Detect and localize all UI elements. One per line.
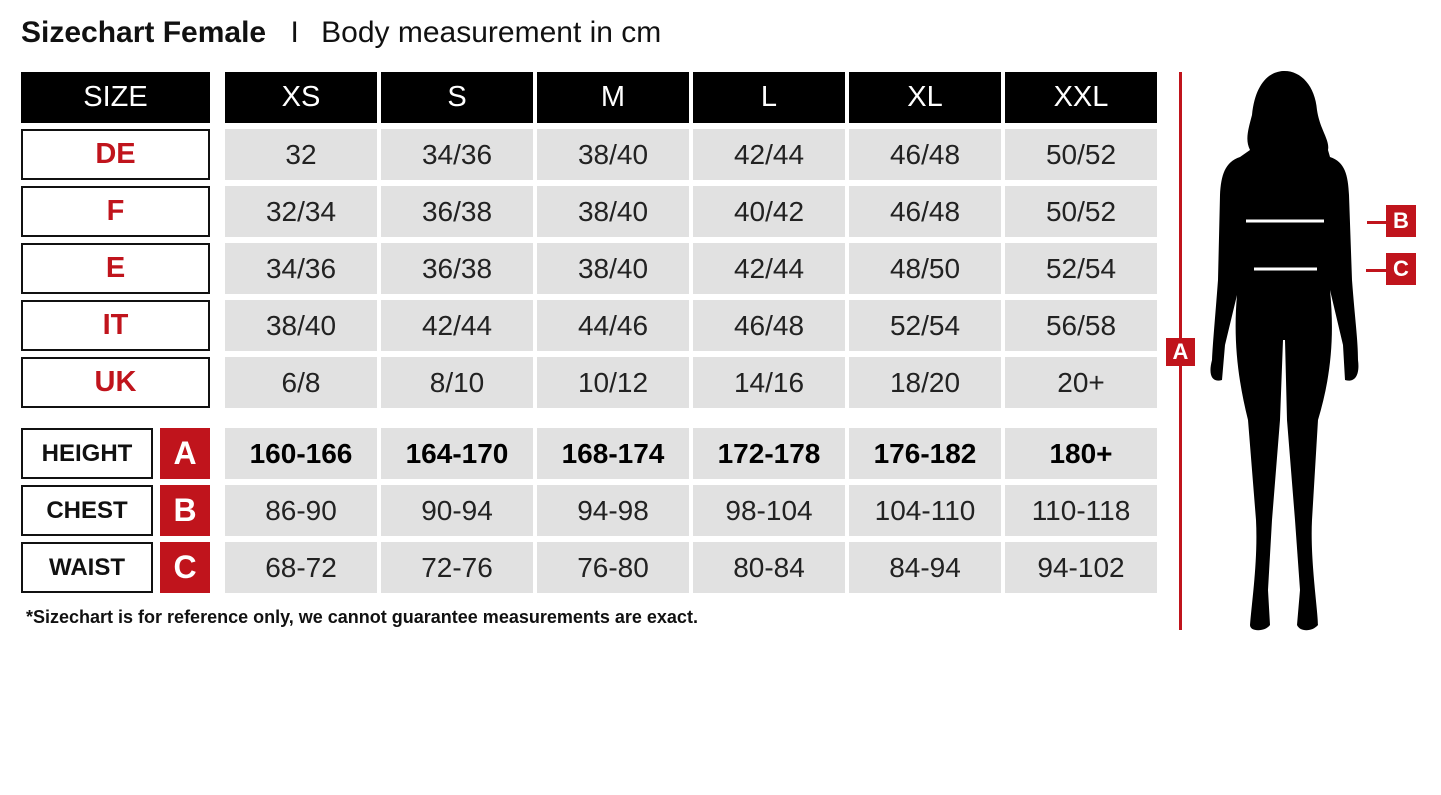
size-column-header: S [381, 72, 533, 123]
measurement-label: HEIGHT [21, 428, 153, 479]
size-cell: 6/8 [225, 357, 377, 408]
title-subtitle: Body measurement in cm [321, 16, 662, 49]
size-cell: 18/20 [849, 357, 1001, 408]
size-cell: 56/58 [1005, 300, 1157, 351]
size-cell: 20+ [1005, 357, 1157, 408]
size-column-header: XL [849, 72, 1001, 123]
measurement-cell: 80-84 [693, 542, 845, 593]
footnote: *Sizechart is for reference only, we can… [26, 607, 698, 627]
measurement-cell: 180+ [1005, 428, 1157, 479]
size-header: SIZE [21, 72, 210, 123]
measurement-cell: 76-80 [537, 542, 689, 593]
size-cell: 10/12 [537, 357, 689, 408]
size-cell: 46/48 [849, 129, 1001, 180]
silhouette-body [1210, 70, 1359, 631]
measurement-cell: 72-76 [381, 542, 533, 593]
country-label: F [21, 186, 210, 237]
country-label: E [21, 243, 210, 294]
measurement-label: CHEST [21, 485, 153, 536]
size-cell: 40/42 [693, 186, 845, 237]
size-cell: 14/16 [693, 357, 845, 408]
title-bold: Sizechart Female [21, 16, 267, 49]
measurement-cell: 94-98 [537, 485, 689, 536]
measurement-cell: 164-170 [381, 428, 533, 479]
measurement-cell: 84-94 [849, 542, 1001, 593]
measurement-letter-badge: A [160, 428, 210, 479]
country-label: DE [21, 129, 210, 180]
size-cell: 44/46 [537, 300, 689, 351]
height-line-top [1179, 72, 1182, 338]
size-cell: 42/44 [693, 243, 845, 294]
size-cell: 50/52 [1005, 186, 1157, 237]
measurement-cell: 168-174 [537, 428, 689, 479]
measurement-cell: 68-72 [225, 542, 377, 593]
measurement-cell: 176-182 [849, 428, 1001, 479]
measurement-cell: 110-118 [1005, 485, 1157, 536]
size-column-header: XXL [1005, 72, 1157, 123]
size-cell: 52/54 [1005, 243, 1157, 294]
measurement-letter-badge: C [160, 542, 210, 593]
size-cell: 32 [225, 129, 377, 180]
height-tag: A [1166, 338, 1195, 366]
measurement-cell: 90-94 [381, 485, 533, 536]
size-cell: 42/44 [381, 300, 533, 351]
country-label: UK [21, 357, 210, 408]
size-cell: 46/48 [849, 186, 1001, 237]
size-column-header: L [693, 72, 845, 123]
size-column-header: M [537, 72, 689, 123]
measurement-cell: 98-104 [693, 485, 845, 536]
measurement-cell: 94-102 [1005, 542, 1157, 593]
measurement-cell: 86-90 [225, 485, 377, 536]
title-separator: I [290, 16, 299, 49]
size-cell: 32/34 [225, 186, 377, 237]
size-cell: 38/40 [537, 243, 689, 294]
size-cell: 36/38 [381, 186, 533, 237]
measurement-label: WAIST [21, 542, 153, 593]
measurement-cell: 172-178 [693, 428, 845, 479]
chest-pointer [1367, 221, 1387, 224]
size-cell: 48/50 [849, 243, 1001, 294]
size-cell: 38/40 [537, 129, 689, 180]
size-cell: 52/54 [849, 300, 1001, 351]
page-title: Sizechart Female I Body measurement in c… [21, 16, 661, 50]
size-cell: 34/36 [381, 129, 533, 180]
size-cell: 38/40 [537, 186, 689, 237]
country-label: IT [21, 300, 210, 351]
size-cell: 38/40 [225, 300, 377, 351]
chest-tag: B [1386, 205, 1416, 237]
waist-tag: C [1386, 253, 1416, 285]
size-column-header: XS [225, 72, 377, 123]
measurement-cell: 160-166 [225, 428, 377, 479]
measurement-cell: 104-110 [849, 485, 1001, 536]
size-cell: 36/38 [381, 243, 533, 294]
measurement-letter-badge: B [160, 485, 210, 536]
height-line-bottom [1179, 366, 1182, 630]
size-cell: 50/52 [1005, 129, 1157, 180]
size-cell: 42/44 [693, 129, 845, 180]
size-cell: 8/10 [381, 357, 533, 408]
waist-pointer [1366, 269, 1386, 272]
size-cell: 46/48 [693, 300, 845, 351]
size-cell: 34/36 [225, 243, 377, 294]
